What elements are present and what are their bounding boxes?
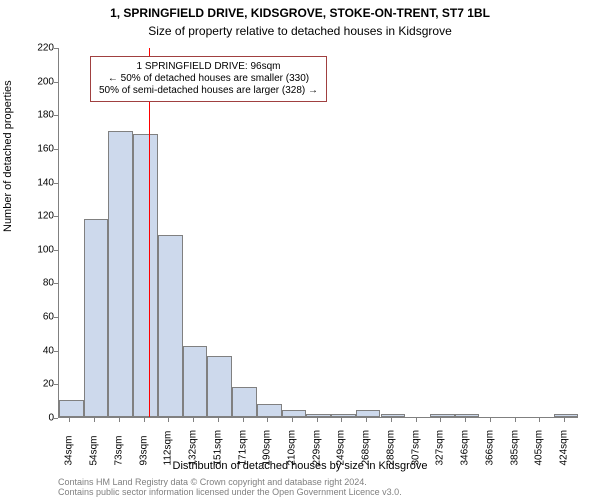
y-tick <box>54 82 58 83</box>
histogram-bar <box>381 414 406 417</box>
x-tick <box>119 418 120 422</box>
x-tick <box>144 418 145 422</box>
x-tick-label: 249sqm <box>336 430 347 466</box>
histogram-bar <box>282 410 307 417</box>
x-tick <box>539 418 540 422</box>
y-tick-label: 200 <box>37 76 54 87</box>
y-tick-label: 160 <box>37 143 54 154</box>
y-tick-label: 20 <box>43 379 54 390</box>
histogram-bar <box>257 404 282 417</box>
y-tick-label: 140 <box>37 177 54 188</box>
x-tick-label: 93sqm <box>138 430 149 466</box>
x-tick-label: 151sqm <box>212 430 223 466</box>
x-tick-label: 405sqm <box>534 430 545 466</box>
x-tick <box>243 418 244 422</box>
y-tick-label: 220 <box>37 43 54 54</box>
x-tick <box>94 418 95 422</box>
x-tick-label: 171sqm <box>237 430 248 466</box>
histogram-bar <box>158 235 183 417</box>
x-tick-label: 346sqm <box>460 430 471 466</box>
x-tick-label: 54sqm <box>89 430 100 466</box>
x-tick-label: 73sqm <box>113 430 124 466</box>
y-tick-label: 40 <box>43 345 54 356</box>
y-tick <box>54 317 58 318</box>
y-tick-label: 60 <box>43 312 54 323</box>
histogram-bar <box>554 414 579 417</box>
x-tick-label: 132sqm <box>188 430 199 466</box>
x-tick <box>292 418 293 422</box>
x-tick <box>416 418 417 422</box>
x-tick-label: 112sqm <box>163 430 174 466</box>
histogram-bar <box>331 414 356 417</box>
y-tick-label: 0 <box>48 413 54 424</box>
x-tick-label: 327sqm <box>435 430 446 466</box>
x-tick <box>440 418 441 422</box>
y-tick <box>54 384 58 385</box>
histogram-bar <box>430 414 455 417</box>
y-tick-label: 120 <box>37 211 54 222</box>
x-tick <box>515 418 516 422</box>
y-tick <box>54 149 58 150</box>
y-tick <box>54 418 58 419</box>
x-tick <box>69 418 70 422</box>
x-tick-label: 268sqm <box>361 430 372 466</box>
y-tick <box>54 250 58 251</box>
x-tick-label: 307sqm <box>410 430 421 466</box>
x-tick-label: 229sqm <box>311 430 322 466</box>
y-tick-label: 80 <box>43 278 54 289</box>
callout-line2: ← 50% of detached houses are smaller (33… <box>99 73 318 85</box>
histogram-bar <box>455 414 480 417</box>
y-tick <box>54 48 58 49</box>
x-tick-label: 424sqm <box>559 430 570 466</box>
x-tick <box>490 418 491 422</box>
x-tick <box>341 418 342 422</box>
y-tick <box>54 183 58 184</box>
x-tick <box>168 418 169 422</box>
x-tick-label: 210sqm <box>287 430 298 466</box>
x-tick <box>465 418 466 422</box>
y-tick-label: 180 <box>37 110 54 121</box>
histogram-bar <box>306 414 331 417</box>
x-tick-label: 288sqm <box>385 430 396 466</box>
x-tick <box>564 418 565 422</box>
x-tick-label: 385sqm <box>509 430 520 466</box>
x-tick-label: 190sqm <box>262 430 273 466</box>
x-tick <box>366 418 367 422</box>
marker-line <box>149 48 150 417</box>
x-tick <box>391 418 392 422</box>
callout-line1: 1 SPRINGFIELD DRIVE: 96sqm <box>99 61 318 73</box>
histogram-bar <box>133 134 158 417</box>
callout-box: 1 SPRINGFIELD DRIVE: 96sqm ← 50% of deta… <box>90 56 327 102</box>
histogram-bar <box>183 346 208 417</box>
histogram-bar <box>108 131 133 417</box>
histogram-bar <box>232 387 257 417</box>
y-tick <box>54 351 58 352</box>
histogram-bar <box>356 410 381 417</box>
title-line1: 1, SPRINGFIELD DRIVE, KIDSGROVE, STOKE-O… <box>0 6 600 20</box>
y-axis-label: Number of detached properties <box>2 80 14 232</box>
histogram-bar <box>207 356 232 417</box>
histogram-bar <box>84 219 109 417</box>
title-line2: Size of property relative to detached ho… <box>0 24 600 38</box>
x-tick-label: 34sqm <box>64 430 75 466</box>
x-tick <box>193 418 194 422</box>
y-tick <box>54 283 58 284</box>
callout-line3: 50% of semi-detached houses are larger (… <box>99 85 318 97</box>
x-tick-label: 366sqm <box>484 430 495 466</box>
y-tick <box>54 115 58 116</box>
histogram-bar <box>59 400 84 417</box>
x-tick <box>218 418 219 422</box>
x-tick <box>317 418 318 422</box>
y-tick <box>54 216 58 217</box>
y-tick-label: 100 <box>37 244 54 255</box>
footer-line2: Contains public sector information licen… <box>58 488 402 498</box>
x-tick <box>267 418 268 422</box>
plot-area <box>58 48 578 418</box>
footer-copyright: Contains HM Land Registry data © Crown c… <box>58 478 402 498</box>
